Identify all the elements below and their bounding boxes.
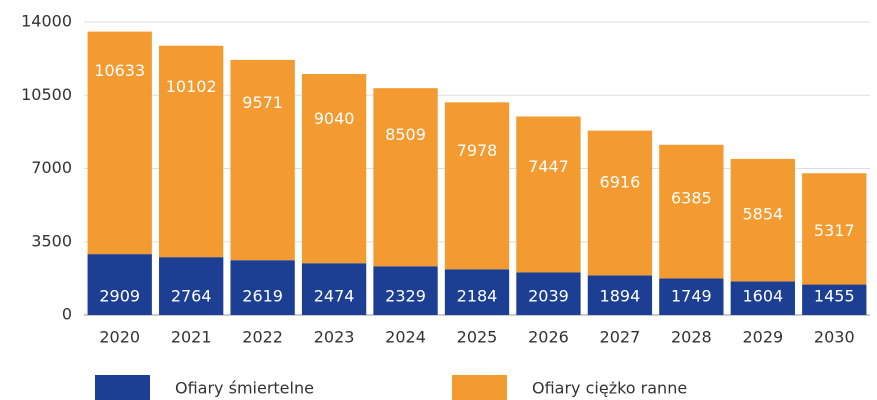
data-label: 2039 [528, 287, 569, 306]
x-tick-label: 2024 [385, 328, 426, 347]
x-tick-label: 2027 [600, 328, 641, 347]
bar-segment [159, 45, 224, 258]
y-tick-label: 7000 [31, 158, 72, 177]
legend-label: Ofiary śmiertelne [175, 379, 314, 398]
bar-segment [802, 173, 867, 285]
bar-segment [587, 130, 653, 276]
y-tick-label: 0 [62, 305, 72, 324]
data-label: 1894 [600, 287, 641, 306]
data-label: 2619 [242, 287, 283, 306]
bar-segment [373, 88, 438, 267]
data-label: 2184 [457, 287, 498, 306]
x-tick-label: 2022 [242, 328, 283, 347]
data-label: 9571 [242, 93, 283, 112]
bar-segment [587, 275, 653, 315]
x-tick-label: 2025 [457, 328, 498, 347]
legend-swatch [95, 375, 150, 400]
data-label: 6385 [671, 189, 712, 208]
data-label: 1604 [742, 287, 783, 306]
bar-segment [516, 272, 581, 315]
bar-segment [301, 263, 367, 315]
bar-segment [659, 278, 724, 315]
data-label: 6916 [600, 173, 641, 192]
bar-segment [230, 260, 295, 315]
data-label: 5317 [814, 221, 855, 240]
data-label: 2909 [99, 287, 140, 306]
data-label: 2329 [385, 287, 426, 306]
bar-segment [373, 266, 438, 315]
data-label: 2474 [314, 287, 355, 306]
y-tick-label: 14000 [21, 12, 72, 31]
x-tick-label: 2026 [528, 328, 569, 347]
x-tick-label: 2029 [742, 328, 783, 347]
data-label: 7978 [457, 141, 498, 160]
data-label: 5854 [742, 205, 783, 224]
bar-segment [659, 144, 724, 279]
data-label: 1749 [671, 287, 712, 306]
bar-segment [87, 31, 152, 255]
bar-segment [87, 254, 152, 315]
x-tick-label: 2021 [171, 328, 212, 347]
bar-segment [301, 74, 367, 264]
x-tick-label: 2028 [671, 328, 712, 347]
data-label: 2764 [171, 287, 212, 306]
legend-swatch [452, 375, 507, 400]
bar-segment [230, 59, 295, 261]
legend-label: Ofiary ciężko ranne [532, 379, 687, 398]
data-label: 8509 [385, 125, 426, 144]
bar-segment [159, 257, 224, 315]
y-tick-label: 3500 [31, 231, 72, 250]
data-label: 10633 [94, 61, 145, 80]
bar-segment [516, 116, 581, 273]
bar-segment [444, 269, 510, 315]
bar-segment [730, 158, 795, 282]
data-label: 1455 [814, 287, 855, 306]
bar-segment [444, 102, 510, 270]
x-tick-label: 2023 [314, 328, 355, 347]
x-tick-label: 2030 [814, 328, 855, 347]
data-label: 7447 [528, 157, 569, 176]
bar-segment [730, 281, 795, 315]
data-label: 10102 [166, 77, 217, 96]
data-label: 9040 [314, 109, 355, 128]
x-tick-label: 2020 [99, 328, 140, 347]
bar-segment [802, 284, 867, 315]
y-tick-label: 10500 [21, 85, 72, 104]
